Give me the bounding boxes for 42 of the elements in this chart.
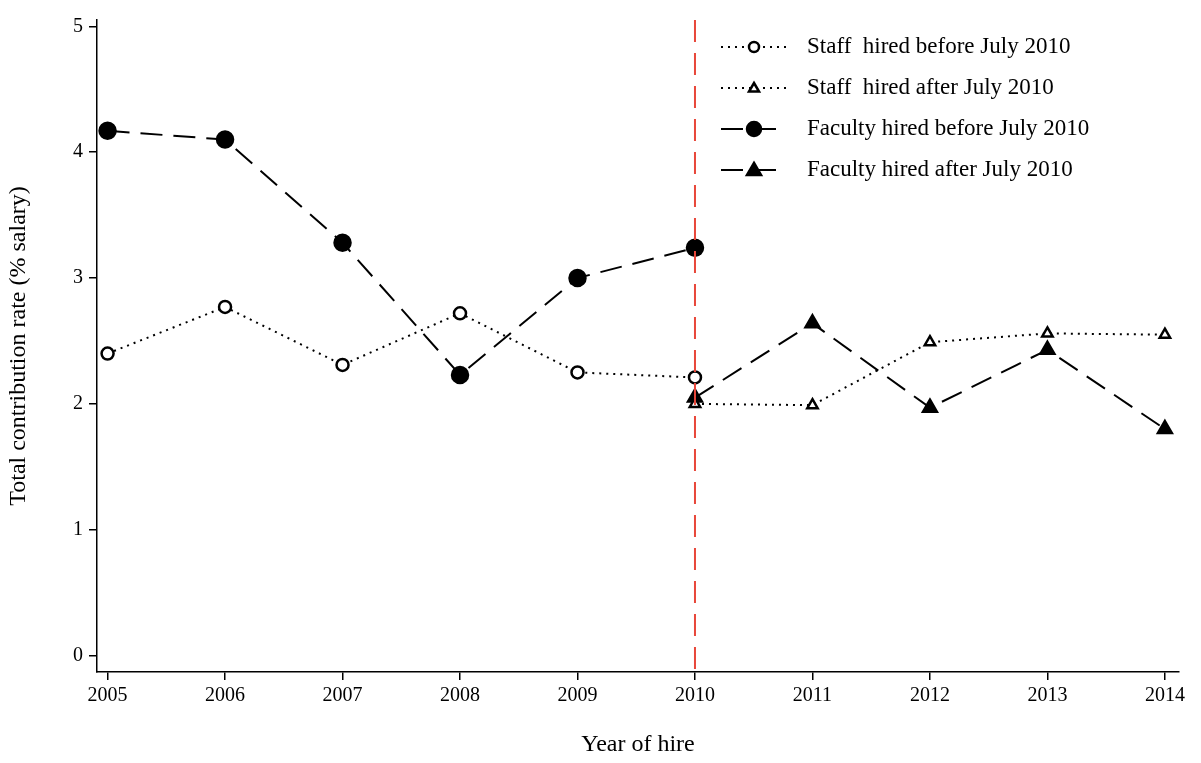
- legend-label: Staff hired after July 2010: [807, 74, 1054, 100]
- legend-label: Faculty hired after July 2010: [807, 156, 1073, 182]
- point: [1039, 340, 1056, 356]
- point: [804, 314, 821, 329]
- x-tick-label: 2008: [440, 683, 481, 706]
- point: [333, 233, 352, 253]
- x-tick-label: 2014: [1144, 683, 1185, 706]
- y-axis-title: Total contribution rate (% salary): [3, 186, 30, 506]
- point: [687, 370, 703, 385]
- point: [335, 357, 350, 373]
- point: [921, 398, 939, 413]
- x-axis-title: Year of hire: [581, 729, 695, 756]
- point: [215, 130, 235, 149]
- x-tick-label: 2013: [1027, 683, 1068, 706]
- y-tick-label: 3: [73, 265, 83, 288]
- point: [98, 121, 117, 141]
- x-tick-label: 2010: [674, 683, 715, 706]
- y-tick-label: 4: [73, 139, 83, 162]
- point: [570, 365, 585, 380]
- y-tick-label: 2: [73, 391, 83, 414]
- point: [685, 238, 705, 258]
- y-tick-label: 5: [73, 13, 83, 36]
- legend-label: Faculty hired before July 2010: [807, 115, 1090, 141]
- point: [806, 397, 819, 410]
- point: [1156, 419, 1174, 435]
- point: [100, 346, 115, 361]
- y-tick-label: 1: [73, 517, 83, 540]
- point: [568, 268, 587, 288]
- point: [217, 299, 233, 315]
- x-tick-label: 2011: [792, 683, 833, 706]
- x-tick-label: 2009: [557, 683, 598, 706]
- x-tick-label: 2006: [205, 683, 246, 706]
- point: [1040, 326, 1054, 338]
- x-tick-label: 2005: [87, 683, 128, 706]
- x-tick-label: 2007: [322, 683, 363, 706]
- point: [923, 334, 937, 347]
- point: [450, 365, 470, 385]
- point: [1158, 327, 1172, 339]
- point: [452, 306, 468, 321]
- x-tick-label: 2012: [909, 683, 950, 706]
- y-tick-label: 0: [73, 642, 83, 665]
- legend-label: Staff hired before July 2010: [807, 33, 1071, 59]
